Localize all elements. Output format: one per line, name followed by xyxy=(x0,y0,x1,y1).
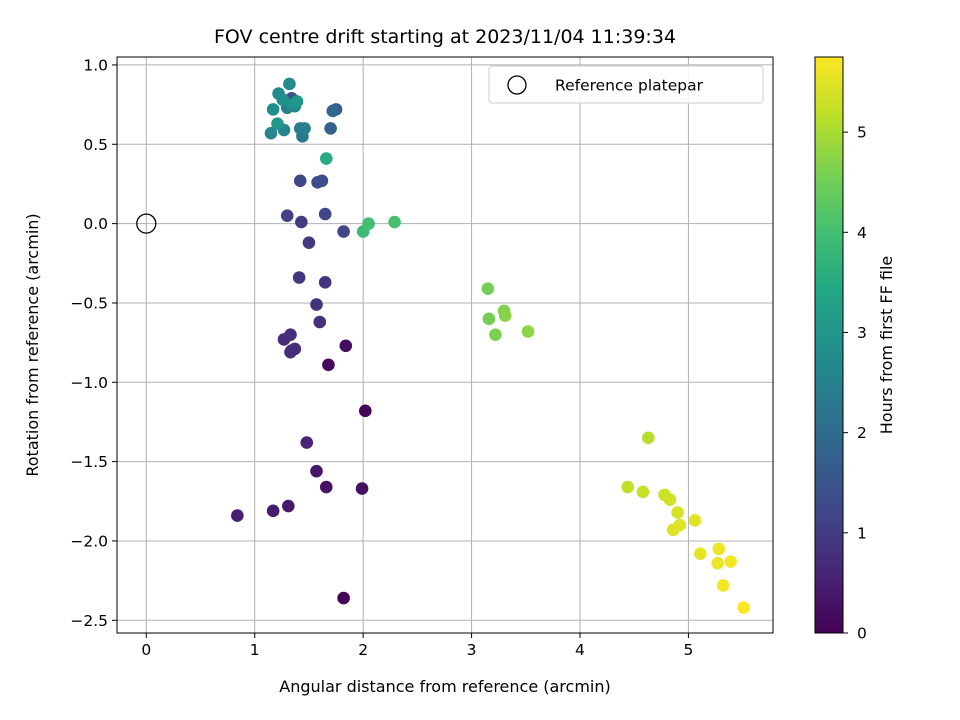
data-point xyxy=(388,215,401,229)
colorbar-frame xyxy=(814,56,844,634)
data-point xyxy=(300,436,314,449)
data-point xyxy=(276,93,290,107)
legend-label: Reference platepar xyxy=(555,77,704,95)
data-point xyxy=(231,509,244,522)
data-point xyxy=(737,601,751,614)
x-tick-label: 4 xyxy=(575,641,585,659)
x-axis-label: Angular distance from reference (arcmin) xyxy=(279,677,610,696)
data-point xyxy=(319,152,333,165)
data-point xyxy=(302,236,316,249)
data-point xyxy=(716,579,730,592)
data-point xyxy=(318,207,332,221)
axis-ticks: 0 1 2 3 4 5 1.0 0.5 0.0 −0.5 −1.0 −1.5 −2.0 −2.5 xyxy=(70,56,693,659)
plot-area xyxy=(117,57,773,633)
data-point xyxy=(322,358,335,372)
x-tick-label: 1 xyxy=(250,641,260,659)
legend-marker xyxy=(507,75,527,95)
data-point xyxy=(310,298,323,311)
data-point xyxy=(621,480,635,494)
data-point xyxy=(295,215,308,229)
data-point xyxy=(711,556,725,570)
y-tick-label: −0.5 xyxy=(70,294,108,312)
data-point xyxy=(498,309,512,322)
data-point xyxy=(636,485,650,499)
x-tick-label: 3 xyxy=(467,641,477,659)
y-tick-label: −1.0 xyxy=(70,374,108,392)
data-point xyxy=(298,122,311,135)
data-point xyxy=(724,555,738,568)
data-point xyxy=(673,518,687,532)
reference-marker-group xyxy=(136,213,157,234)
y-axis-label: Rotation from reference (arcmin) xyxy=(23,213,42,476)
reference-platepar-marker xyxy=(136,213,157,234)
data-point xyxy=(337,225,350,238)
colorbar-tick-label: 4 xyxy=(857,224,867,242)
colorbar: 0 1 2 3 4 5 Hours from first FF file xyxy=(814,56,896,643)
colorbar-tick-label: 5 xyxy=(857,124,867,142)
colorbar-tick-label: 2 xyxy=(857,424,867,442)
data-point xyxy=(712,542,726,556)
data-point xyxy=(671,506,684,519)
data-point xyxy=(337,591,350,605)
data-point xyxy=(293,174,307,188)
data-point xyxy=(283,77,296,91)
data-point xyxy=(266,103,280,116)
colorbar-tick-label: 1 xyxy=(857,524,867,542)
colorbar-tick-label: 0 xyxy=(857,625,867,643)
colorbar-label: Hours from first FF file xyxy=(877,256,896,435)
data-point xyxy=(271,117,284,130)
data-point xyxy=(521,325,535,338)
data-point xyxy=(310,464,323,478)
data-point xyxy=(362,217,375,230)
data-point xyxy=(481,282,495,295)
data-point xyxy=(315,174,329,188)
data-point xyxy=(313,315,327,329)
data-point xyxy=(694,547,707,560)
colorbar-tick-label: 3 xyxy=(857,324,867,342)
data-point xyxy=(359,404,372,418)
y-tick-label: 0.5 xyxy=(83,136,108,154)
data-point xyxy=(355,482,369,495)
chart-title: FOV centre drift starting at 2023/11/04 … xyxy=(214,26,676,48)
data-point xyxy=(266,504,280,518)
data-point xyxy=(326,104,340,118)
data-point xyxy=(663,493,677,507)
data-point xyxy=(284,328,297,341)
colorbar-ticks: 0 1 2 3 4 5 xyxy=(843,124,867,643)
y-tick-label: −2.5 xyxy=(70,612,108,630)
data-points xyxy=(231,77,751,614)
grid xyxy=(117,57,773,633)
plot-frame xyxy=(116,56,774,634)
colorbar-gradient xyxy=(815,57,843,633)
data-point xyxy=(688,514,702,527)
data-point xyxy=(489,328,502,341)
y-tick-label: −2.0 xyxy=(70,532,108,550)
y-tick-label: 1.0 xyxy=(83,56,108,74)
data-point xyxy=(284,345,297,359)
data-point xyxy=(318,276,332,289)
data-point xyxy=(282,499,295,513)
x-tick-label: 2 xyxy=(358,641,368,659)
data-point xyxy=(324,122,337,135)
x-tick-label: 0 xyxy=(141,641,151,659)
y-tick-label: −1.5 xyxy=(70,453,108,471)
data-point xyxy=(319,480,333,494)
y-tick-label: 0.0 xyxy=(83,215,108,233)
data-point xyxy=(482,312,496,326)
data-point xyxy=(290,95,304,108)
data-point xyxy=(264,126,278,140)
data-point xyxy=(339,339,353,353)
legend-box xyxy=(488,65,764,104)
data-point xyxy=(292,271,306,284)
legend: Reference platepar xyxy=(488,65,764,104)
data-point xyxy=(642,431,655,445)
x-tick-label: 5 xyxy=(683,641,693,659)
data-point xyxy=(280,209,294,222)
